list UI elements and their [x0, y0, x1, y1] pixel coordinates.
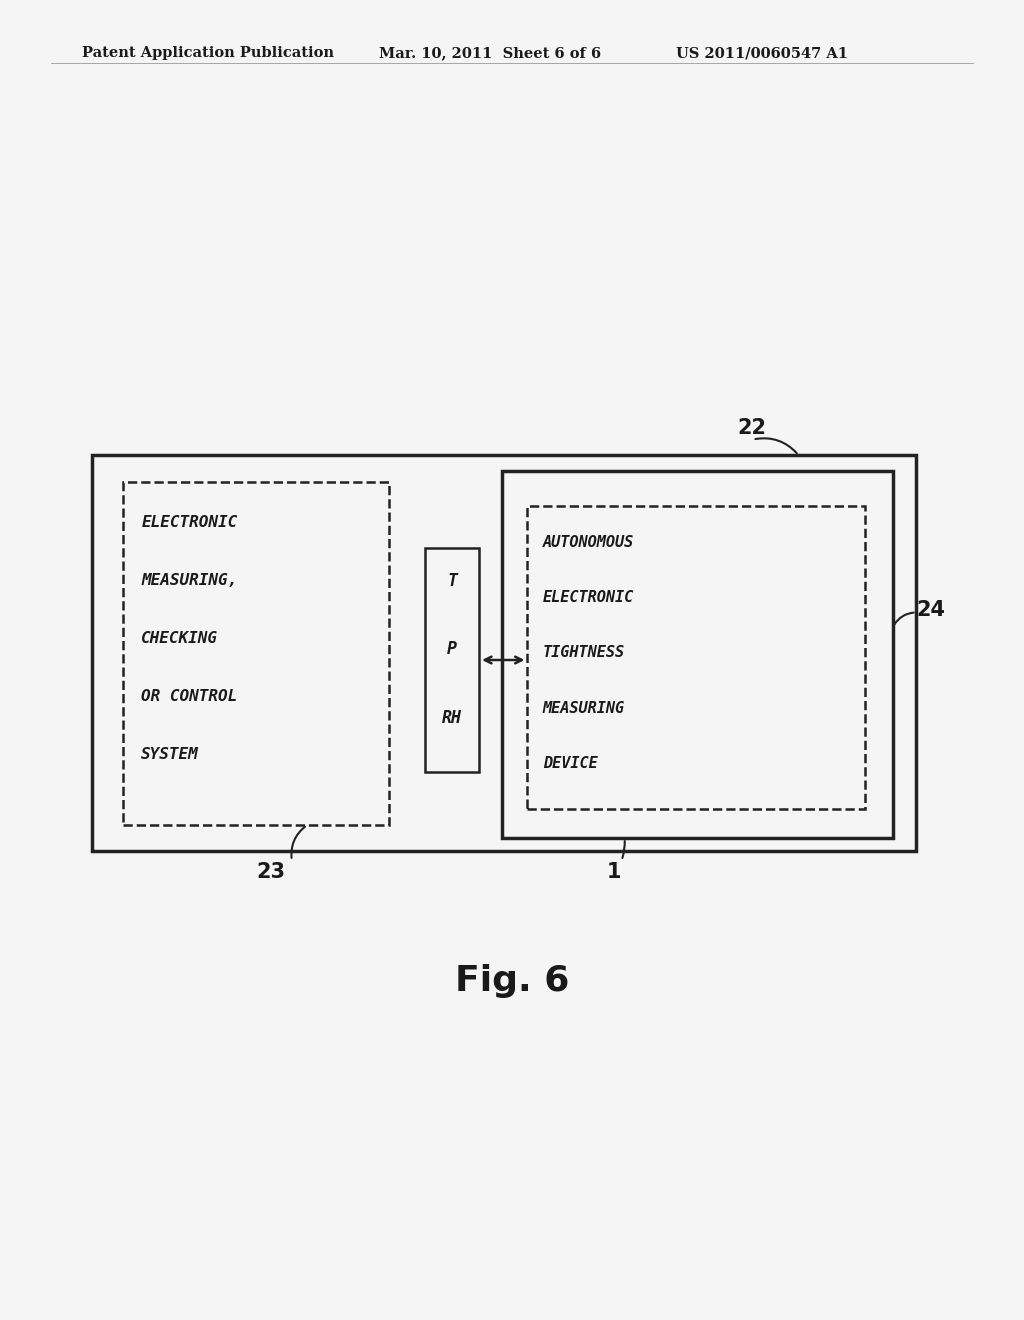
Text: AUTONOMOUS: AUTONOMOUS: [543, 535, 634, 549]
Text: 24: 24: [916, 599, 945, 620]
Text: MEASURING,: MEASURING,: [141, 573, 238, 587]
Text: MEASURING: MEASURING: [543, 701, 625, 715]
Text: ELECTRONIC: ELECTRONIC: [141, 515, 238, 529]
Text: Fig. 6: Fig. 6: [455, 964, 569, 998]
Text: Patent Application Publication: Patent Application Publication: [82, 46, 334, 61]
Text: CHECKING: CHECKING: [141, 631, 218, 645]
Text: Mar. 10, 2011  Sheet 6 of 6: Mar. 10, 2011 Sheet 6 of 6: [379, 46, 601, 61]
Text: P: P: [447, 640, 457, 659]
Text: 1: 1: [607, 862, 622, 882]
Bar: [92, 455, 916, 851]
Bar: [527, 506, 865, 809]
Text: RH: RH: [442, 709, 462, 727]
Text: OR CONTROL: OR CONTROL: [141, 689, 238, 704]
Text: 23: 23: [257, 862, 286, 882]
Bar: [425, 548, 479, 772]
Text: 22: 22: [737, 418, 766, 438]
Text: SYSTEM: SYSTEM: [141, 747, 199, 762]
Text: US 2011/0060547 A1: US 2011/0060547 A1: [676, 46, 848, 61]
Text: ELECTRONIC: ELECTRONIC: [543, 590, 634, 605]
Bar: [502, 471, 893, 838]
Text: T: T: [447, 572, 457, 590]
Bar: [123, 482, 389, 825]
Text: DEVICE: DEVICE: [543, 756, 597, 771]
Text: TIGHTNESS: TIGHTNESS: [543, 645, 625, 660]
